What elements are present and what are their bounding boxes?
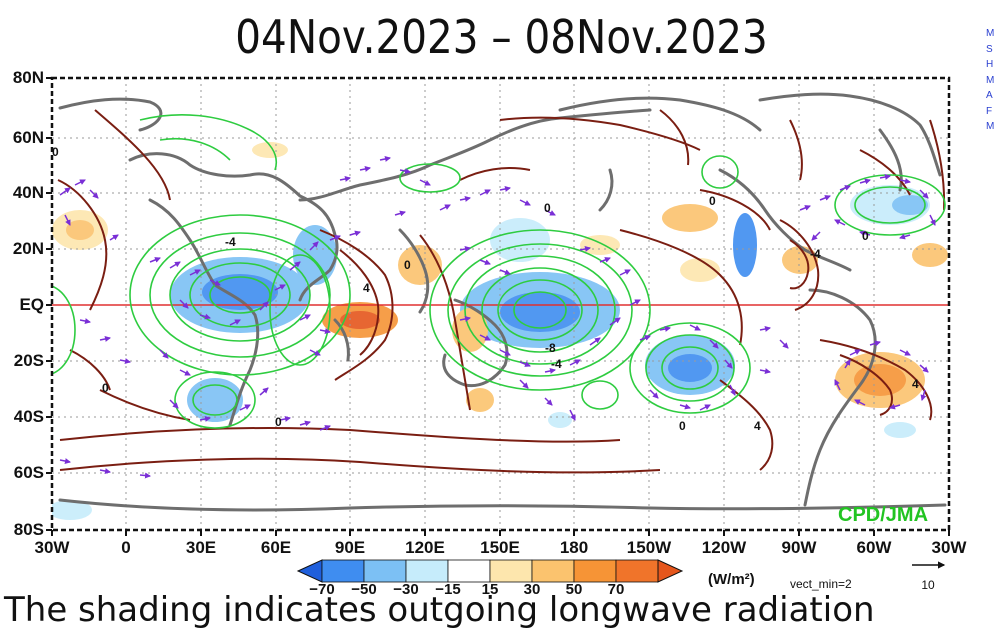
svg-text:4: 4 [754, 419, 761, 433]
x-tick-label: 30W [932, 538, 968, 557]
x-tick-label: 60E [261, 538, 291, 557]
svg-text:-4: -4 [810, 247, 821, 261]
colorbar-label: −50 [351, 581, 376, 598]
side-link[interactable]: M [986, 74, 994, 86]
svg-text:0: 0 [52, 145, 59, 159]
svg-text:0: 0 [862, 229, 869, 243]
x-tick-label: 120E [405, 538, 445, 557]
side-link-column: M S H M A F M [986, 26, 994, 135]
contour-labels: 0 0 -4 4 0 -8 -4 0 0 4 0 4 0 0 -4 [52, 145, 919, 433]
side-link[interactable]: S [986, 43, 993, 55]
svg-text:0: 0 [544, 201, 551, 215]
y-tick-label: 60S [14, 463, 44, 482]
svg-text:-4: -4 [225, 235, 236, 249]
map-title: 04Nov.2023 – 08Nov.2023 [235, 10, 769, 64]
map-figure: 0 0 -4 4 0 -8 -4 0 0 4 0 4 0 0 -4 CPD/JM… [13, 68, 968, 598]
colorbar-end-left [296, 559, 323, 583]
side-link[interactable]: M [986, 121, 994, 132]
svg-text:0: 0 [102, 381, 109, 395]
y-tick-label: 40N [13, 183, 44, 202]
vector-min-label: vect_min=2 [790, 577, 852, 591]
colorbar-label: −15 [435, 581, 460, 598]
svg-text:4: 4 [363, 281, 370, 295]
y-tick-label: 60N [13, 128, 44, 147]
wind-vectors [59, 156, 936, 479]
figure-caption: The shading indicates outgoing longwave … [4, 590, 875, 630]
x-tick-label: 60W [857, 538, 893, 557]
side-link[interactable]: F [986, 105, 993, 117]
x-tick-label: 30E [186, 538, 216, 557]
svg-text:-4: -4 [551, 357, 562, 371]
x-tick-label: 30W [35, 538, 71, 557]
colorbar: −70 −50 −30 −15 15 30 50 70 (W/m²) vect_… [296, 559, 946, 598]
y-tick-label: 20S [14, 351, 44, 370]
colorbar-label: 70 [608, 581, 625, 598]
x-tick-label: 90E [335, 538, 365, 557]
svg-text:0: 0 [679, 419, 686, 433]
colorbar-units: (W/m²) [708, 571, 755, 588]
svg-text:0: 0 [275, 415, 282, 429]
y-tick-label: 40S [14, 407, 44, 426]
credit-label: CPD/JMA [838, 504, 928, 526]
colorbar-label: −30 [393, 581, 418, 598]
x-tick-label: 180 [560, 538, 588, 557]
reference-vector-label: 10 [921, 578, 935, 592]
positive-contours [57, 109, 946, 474]
x-tick-label: 150E [480, 538, 520, 557]
side-link[interactable]: H [986, 59, 994, 70]
x-tick-label: 120W [702, 538, 747, 557]
y-tick-label: 80N [13, 68, 44, 87]
colorbar-end-right [657, 559, 684, 583]
colorbar-label: 30 [524, 581, 541, 598]
x-tick-label: 150W [627, 538, 672, 557]
y-tick-label: 80S [14, 520, 44, 539]
x-tick-label: 0 [121, 538, 130, 557]
y-axis: 80N 60N 40N 20N EQ 20S 40S 60S 80S [13, 68, 52, 539]
y-tick-label: 20N [13, 239, 44, 258]
colorbar-label: −70 [309, 581, 334, 598]
y-tick-label: EQ [19, 295, 44, 314]
side-link[interactable]: M [986, 28, 994, 39]
colorbar-label: 15 [482, 581, 499, 598]
coastlines [58, 92, 947, 512]
x-axis: 30W 0 30E 60E 90E 120E 150E 180 150W 120… [35, 530, 968, 557]
svg-text:-8: -8 [545, 341, 556, 355]
side-link[interactable]: A [986, 90, 993, 101]
x-tick-label: 90W [782, 538, 818, 557]
svg-text:4: 4 [912, 377, 919, 391]
svg-text:0: 0 [404, 258, 411, 272]
colorbar-label: 50 [566, 581, 583, 598]
negative-contours [52, 114, 946, 429]
svg-text:0: 0 [709, 194, 716, 208]
map-contents: 0 0 -4 4 0 -8 -4 0 0 4 0 4 0 0 -4 CPD/JM… [52, 78, 949, 530]
